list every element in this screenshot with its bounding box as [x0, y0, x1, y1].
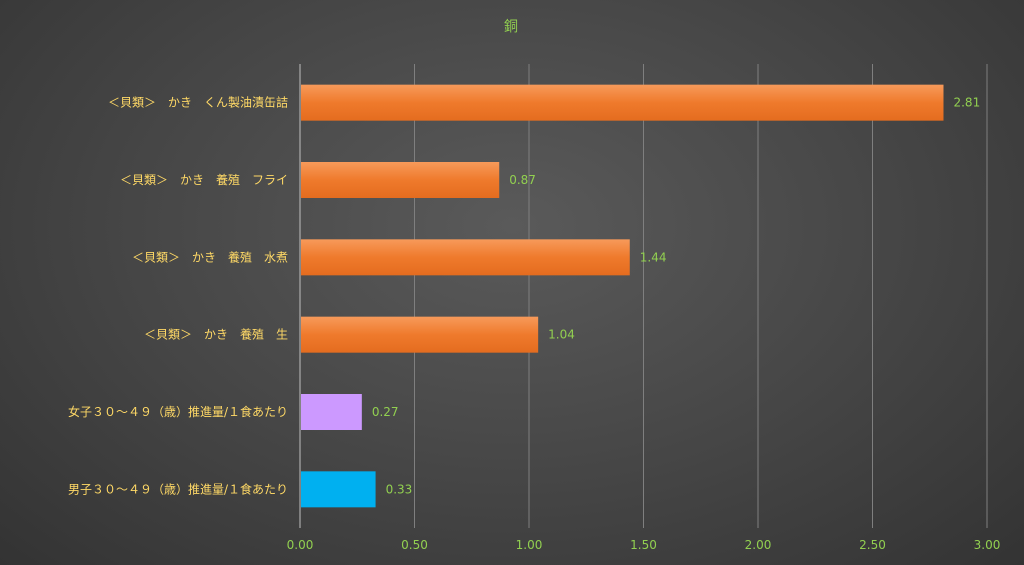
category-label: 女子３０～４９（歳）推進量/１食あたり — [68, 404, 288, 419]
chart-title: 銅 — [504, 19, 518, 35]
data-label: 0.87 — [509, 173, 536, 187]
data-label: 1.04 — [548, 328, 575, 342]
x-tick-label: 3.00 — [974, 538, 1001, 552]
category-label: ＜貝類＞ かき 養殖 生 — [144, 327, 288, 342]
x-tick-label: 2.00 — [745, 538, 772, 552]
labels: 0.00 0.50 1.00 1.50 2.00 2.50 3.00 2.81 ＜貝類＞ かき … — [68, 95, 1000, 552]
bar — [301, 471, 376, 508]
category-label: ＜貝類＞ かき 養殖 水煮 — [132, 249, 288, 264]
data-label: 0.33 — [386, 482, 413, 496]
x-tick-label: 0.50 — [401, 538, 428, 552]
category-label: ＜貝類＞ かき くん製油漬缶詰 — [108, 95, 288, 110]
x-tick-label: 2.50 — [859, 538, 886, 552]
gridlines — [299, 64, 988, 528]
category-label: 男子３０～４９（歳）推進量/１食あたり — [68, 481, 288, 496]
x-tick-label: 1.50 — [630, 538, 657, 552]
bar — [301, 84, 944, 121]
bars — [301, 84, 944, 508]
data-label: 2.81 — [953, 96, 980, 110]
x-tick-label: 1.00 — [516, 538, 543, 552]
category-label: ＜貝類＞ かき 養殖 フライ — [120, 172, 288, 187]
data-label: 0.27 — [372, 405, 399, 419]
bar — [301, 316, 539, 353]
bar — [301, 394, 362, 430]
x-tick-label: 0.00 — [287, 538, 314, 552]
data-label: 1.44 — [640, 250, 667, 264]
bar — [301, 162, 500, 198]
bar — [301, 239, 630, 276]
